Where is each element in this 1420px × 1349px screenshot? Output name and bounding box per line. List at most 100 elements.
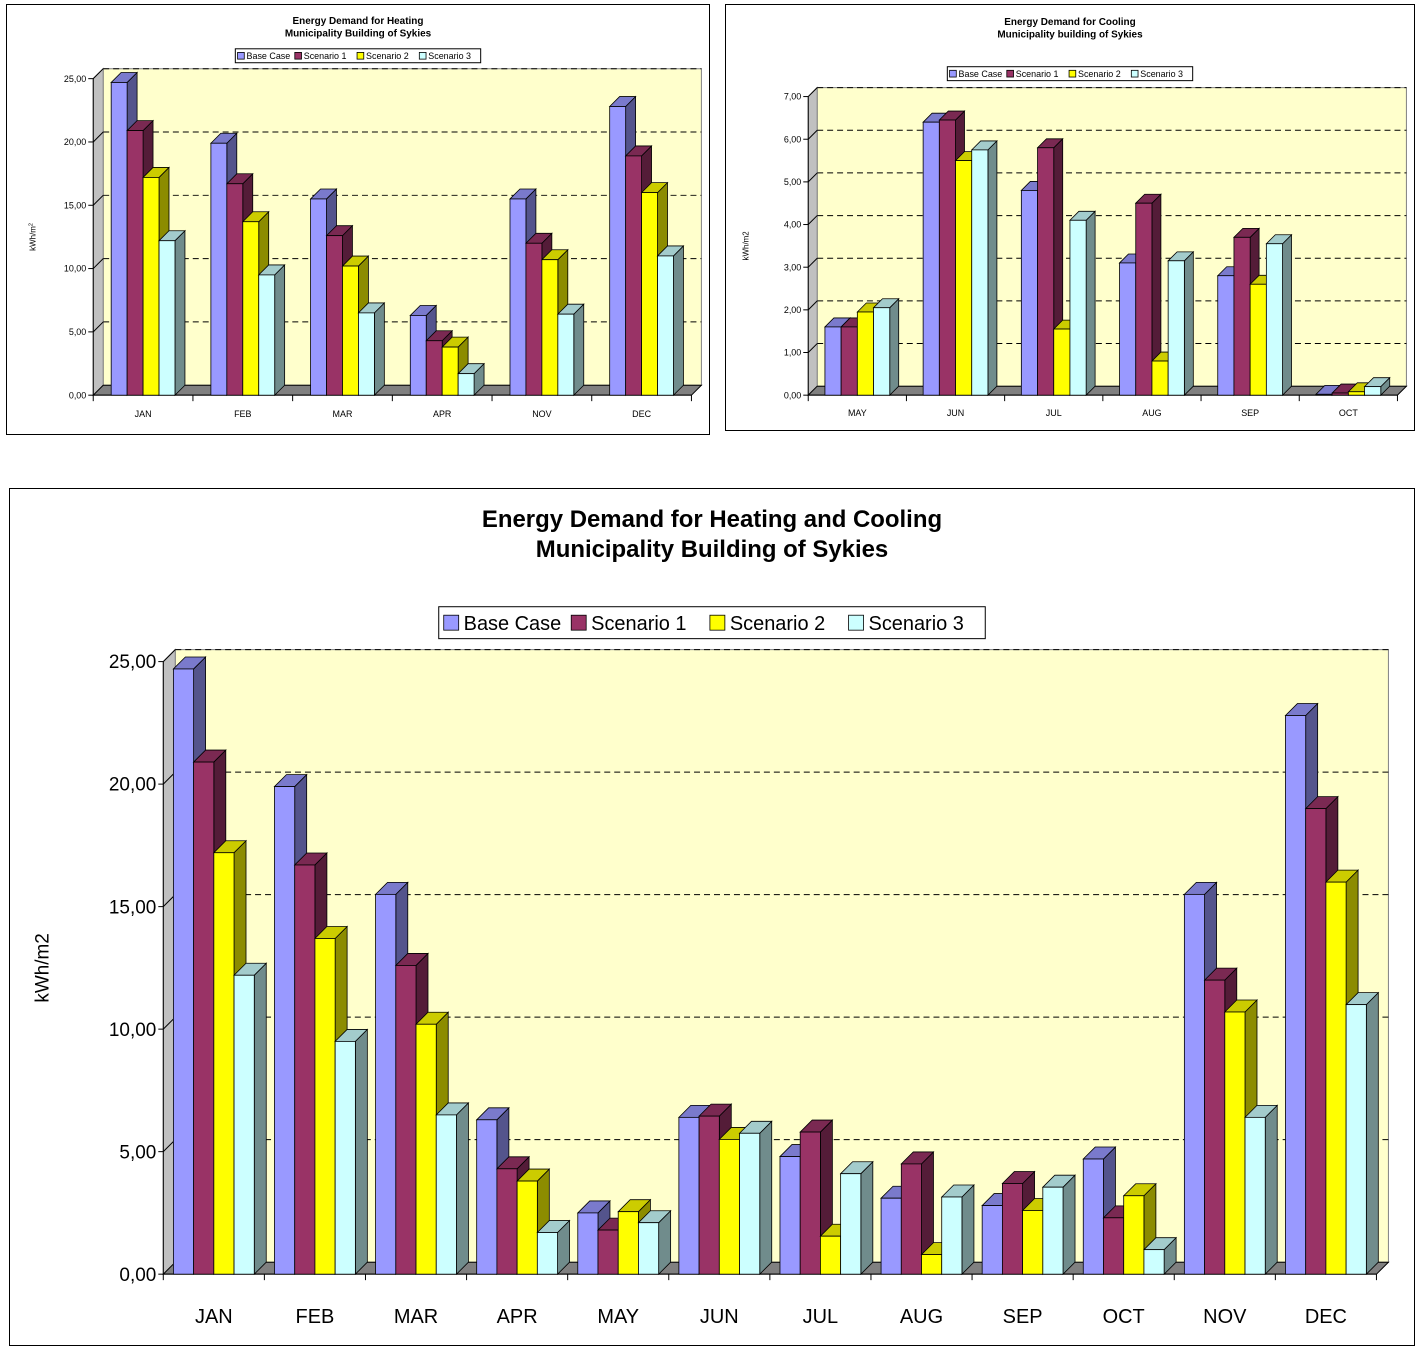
bar-front — [193, 761, 215, 1275]
bar-front — [126, 130, 144, 396]
bar-front — [873, 307, 891, 396]
bar-front — [799, 1131, 821, 1275]
legend-label: Base Case — [247, 51, 291, 61]
bar — [970, 139, 998, 397]
legend-label: Scenario 1 — [1016, 69, 1059, 79]
bar-side — [673, 244, 684, 397]
y-tick-label: 0,00 — [784, 390, 801, 400]
x-tick-label: AUG — [900, 1306, 943, 1328]
bar — [1244, 1104, 1279, 1276]
gridline-side — [162, 649, 176, 662]
gridline-side — [807, 129, 818, 140]
bar-front — [226, 183, 244, 396]
legend-item: Base Case — [443, 613, 561, 635]
x-tick-label: APR — [433, 409, 452, 419]
bar-front — [856, 311, 874, 396]
bar-front — [824, 326, 842, 396]
x-tick-label: JAN — [195, 1306, 233, 1328]
bar-front — [597, 1229, 619, 1275]
x-tick-label: MAR — [333, 409, 353, 419]
bar-front — [1135, 202, 1153, 396]
legend: Base Case Scenario 1 Scenario 2 Scenario 3 — [438, 606, 986, 640]
bar-front — [1001, 1183, 1024, 1275]
y-tick-label: 0,00 — [119, 1265, 156, 1286]
bar-side — [759, 1120, 773, 1276]
legend-item: Scenario 3 — [848, 613, 964, 635]
heating-cooling-chart-svg: Energy Demand for Heating and Cooling Mun… — [33, 506, 1390, 1328]
bar — [839, 1160, 874, 1276]
bar-front — [1037, 147, 1055, 396]
bar-front — [609, 106, 627, 396]
bar-side — [860, 1160, 874, 1276]
bar-front — [641, 192, 658, 396]
bar-side — [373, 301, 385, 397]
legend-swatch — [356, 52, 365, 60]
gridline-side — [807, 300, 818, 311]
bar-front — [310, 198, 327, 396]
x-tick-label: NOV — [532, 409, 551, 419]
legend-item: Base Case — [949, 69, 1002, 79]
cooling-chart: Energy Demand for Cooling Municipality bu… — [725, 4, 1415, 431]
bar-front — [698, 1115, 720, 1275]
bar-front — [1183, 893, 1205, 1275]
y-tick-label: 0,00 — [69, 390, 86, 400]
bar-front — [326, 235, 343, 396]
x-tick-label: APR — [497, 1306, 538, 1328]
chart-subtitle: Municipality Building of Sykies — [285, 28, 432, 39]
bar-front — [1069, 219, 1087, 396]
legend-label: Scenario 3 — [1140, 69, 1183, 79]
heating-cooling-chart: Energy Demand for Heating and Cooling Mun… — [9, 488, 1415, 1346]
legend-item: Scenario 3 — [418, 51, 471, 61]
bar-front — [900, 1163, 922, 1275]
y-tick-label: 2,00 — [784, 305, 801, 315]
chart-subtitle: Municipality building of Sykies — [997, 29, 1143, 40]
gridline-side — [92, 194, 104, 206]
x-tick-label: MAY — [848, 408, 867, 418]
chart-title: Energy Demand for Cooling — [1004, 17, 1135, 28]
bar-front — [516, 1180, 538, 1275]
bar-front — [718, 1139, 740, 1275]
bar-front — [395, 965, 417, 1275]
bar-front — [441, 346, 459, 396]
bar-front — [981, 1205, 1003, 1275]
bar-front — [525, 242, 543, 396]
y-tick-label: 10,00 — [109, 1020, 156, 1041]
x-tick-label: SEP — [1003, 1306, 1043, 1328]
bar-front — [110, 82, 128, 396]
bar — [738, 1120, 773, 1276]
plot-side-wall — [92, 67, 104, 397]
bar-side — [889, 297, 900, 397]
x-tick-label: SEP — [1241, 408, 1259, 418]
legend-label: Scenario 1 — [591, 613, 686, 635]
y-tick-label: 15,00 — [64, 200, 86, 210]
bar-front — [955, 160, 973, 396]
legend: Base Case Scenario 1 Scenario 2 Scenario 3 — [946, 66, 1194, 82]
bar-side — [1183, 250, 1194, 397]
bar-front — [1020, 190, 1038, 396]
legend-item: Scenario 1 — [1006, 69, 1059, 79]
bar-front — [922, 121, 940, 396]
plot-back-wall — [816, 87, 1407, 387]
bar-side — [1282, 233, 1292, 397]
legend-item: Scenario 2 — [356, 51, 409, 61]
bar-front — [1119, 262, 1137, 396]
y-axis-label: kWh/m2 — [33, 933, 54, 1002]
legend-swatch — [1006, 69, 1014, 78]
bar — [1265, 233, 1293, 397]
bar — [656, 244, 685, 397]
y-tick-label: 5,00 — [119, 1142, 156, 1163]
legend-label: Scenario 3 — [428, 51, 471, 61]
bar-front — [334, 1040, 356, 1275]
chart-title: Energy Demand for Heating — [293, 16, 424, 27]
y-tick-label: 15,00 — [109, 897, 156, 918]
bar-front — [172, 668, 195, 1275]
bar-front — [476, 1119, 498, 1275]
x-tick-label: JUN — [700, 1306, 739, 1328]
bar-front — [536, 1232, 558, 1275]
x-tick-label: JUL — [803, 1306, 838, 1328]
bar-front — [457, 373, 475, 396]
bar-front — [425, 340, 443, 396]
bar-front — [1167, 260, 1185, 396]
bar-front — [1315, 393, 1333, 396]
